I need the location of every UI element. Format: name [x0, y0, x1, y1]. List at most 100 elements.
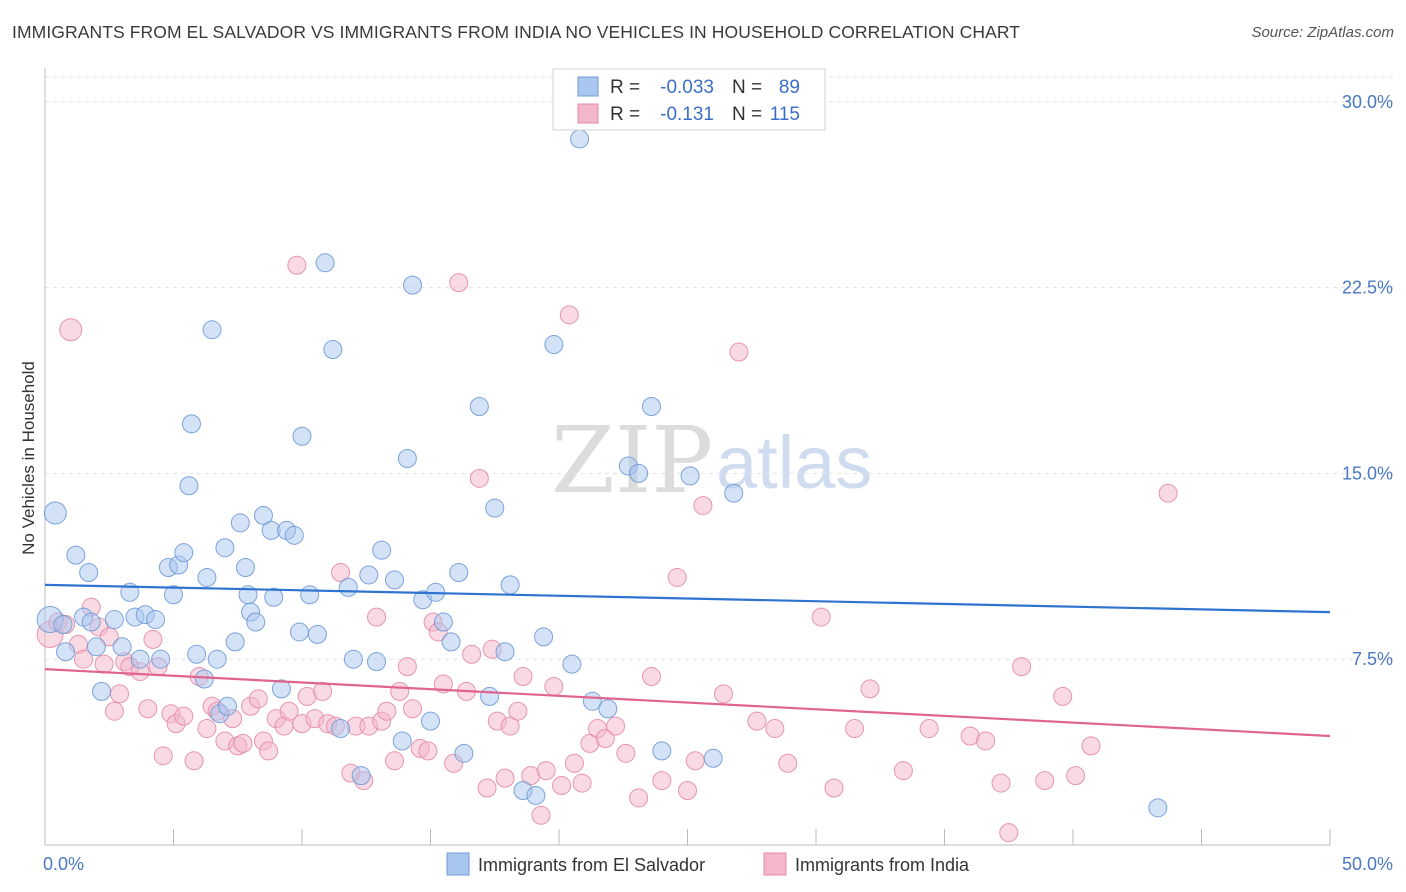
source-label: Source: ZipAtlas.com: [1251, 24, 1394, 41]
point-india: [418, 741, 438, 761]
point-india: [747, 711, 767, 731]
point-el-salvador: [235, 558, 255, 578]
point-india: [433, 674, 453, 694]
point-india: [685, 751, 705, 771]
point-india: [279, 701, 299, 721]
point-el-salvador: [194, 669, 214, 689]
point-india: [536, 761, 556, 781]
point-india: [74, 649, 94, 669]
point-india: [143, 629, 163, 649]
point-el-salvador: [454, 743, 474, 763]
point-india: [678, 780, 697, 800]
point-el-salvador: [562, 654, 582, 674]
y-tick-labels: 7.5% 15.0% 22.5% 30.0%: [1342, 92, 1393, 669]
point-el-salvador: [300, 585, 320, 605]
point-el-salvador: [359, 565, 379, 585]
point-el-salvador: [343, 649, 363, 669]
point-el-salvador: [1148, 798, 1168, 818]
point-el-salvador: [151, 649, 171, 669]
point-india: [495, 768, 515, 788]
point-el-salvador: [495, 642, 515, 662]
chart-title: IMMIGRANTS FROM EL SALVADOR VS IMMIGRANT…: [12, 22, 1021, 42]
point-el-salvador: [146, 610, 166, 630]
legend-n-label-1: N =: [732, 77, 762, 98]
series-legend-swatch-india: [763, 852, 787, 876]
trend-line-el-salvador: [44, 583, 1331, 614]
point-india: [765, 719, 785, 739]
point-el-salvador: [104, 610, 124, 630]
y-tick-label: 7.5%: [1352, 649, 1393, 669]
point-india: [893, 761, 913, 781]
point-el-salvador: [217, 696, 237, 716]
y-tick-label: 15.0%: [1342, 463, 1393, 483]
point-india: [513, 667, 533, 687]
x-tick-marks: [44, 829, 1331, 845]
legend-r-label-2: R =: [610, 104, 640, 125]
point-india: [477, 778, 497, 798]
point-el-salvador: [315, 253, 335, 273]
point-el-salvador: [284, 525, 304, 545]
point-india: [138, 699, 158, 719]
point-india: [860, 679, 880, 699]
y-tick-label: 30.0%: [1342, 92, 1393, 112]
point-india: [991, 773, 1011, 793]
point-india: [449, 273, 469, 293]
x-tick-label-min: 0.0%: [43, 854, 84, 874]
point-el-salvador: [403, 275, 423, 295]
point-india: [110, 684, 130, 704]
point-india: [778, 753, 798, 773]
point-el-salvador: [246, 612, 266, 632]
point-el-salvador: [485, 498, 505, 518]
point-india: [313, 681, 333, 701]
point-india: [397, 657, 417, 677]
series-legend-label-india: Immigrants from India: [795, 855, 970, 875]
point-india: [713, 684, 733, 704]
point-india: [824, 778, 844, 798]
point-el-salvador: [92, 681, 112, 701]
point-india: [104, 701, 124, 721]
point-india: [616, 743, 636, 763]
trend-lines: [44, 583, 1331, 738]
point-el-salvador: [724, 483, 744, 503]
legend-n-value-1: 89: [779, 77, 800, 98]
point-el-salvador: [230, 513, 250, 533]
point-india: [629, 788, 649, 808]
series-legend-label-el-salvador: Immigrants from El Salvador: [478, 855, 705, 875]
legend-r-label-1: R =: [610, 77, 640, 98]
point-el-salvador: [207, 649, 227, 669]
legend-r-value-1: -0.033: [660, 77, 714, 98]
point-india: [729, 342, 749, 362]
point-india: [919, 719, 939, 739]
point-el-salvador: [652, 741, 672, 761]
point-india: [385, 751, 405, 771]
legend-swatch-pink: [577, 103, 599, 124]
point-el-salvador: [544, 335, 564, 355]
point-el-salvador: [66, 545, 86, 565]
point-india: [642, 667, 662, 687]
point-el-salvador: [338, 577, 358, 597]
point-india: [500, 716, 520, 736]
point-el-salvador: [433, 612, 453, 632]
point-india: [999, 823, 1019, 843]
point-el-salvador: [392, 731, 412, 751]
series-legend-swatch-el-salvador: [446, 852, 470, 876]
point-india: [1081, 736, 1101, 756]
point-india: [233, 733, 253, 753]
point-india: [595, 728, 615, 748]
point-el-salvador: [367, 652, 387, 672]
point-india: [248, 689, 268, 709]
point-india: [811, 607, 831, 627]
point-el-salvador: [79, 562, 99, 582]
point-india: [390, 681, 410, 701]
point-el-salvador: [215, 538, 235, 558]
point-el-salvador: [130, 649, 150, 669]
y-tick-label: 22.5%: [1342, 278, 1393, 298]
point-el-salvador: [441, 632, 461, 652]
point-india: [1012, 657, 1032, 677]
point-india: [462, 644, 482, 664]
point-el-salvador: [264, 587, 284, 607]
point-el-salvador: [570, 129, 590, 149]
point-el-salvador: [307, 624, 327, 644]
point-el-salvador: [197, 567, 217, 587]
